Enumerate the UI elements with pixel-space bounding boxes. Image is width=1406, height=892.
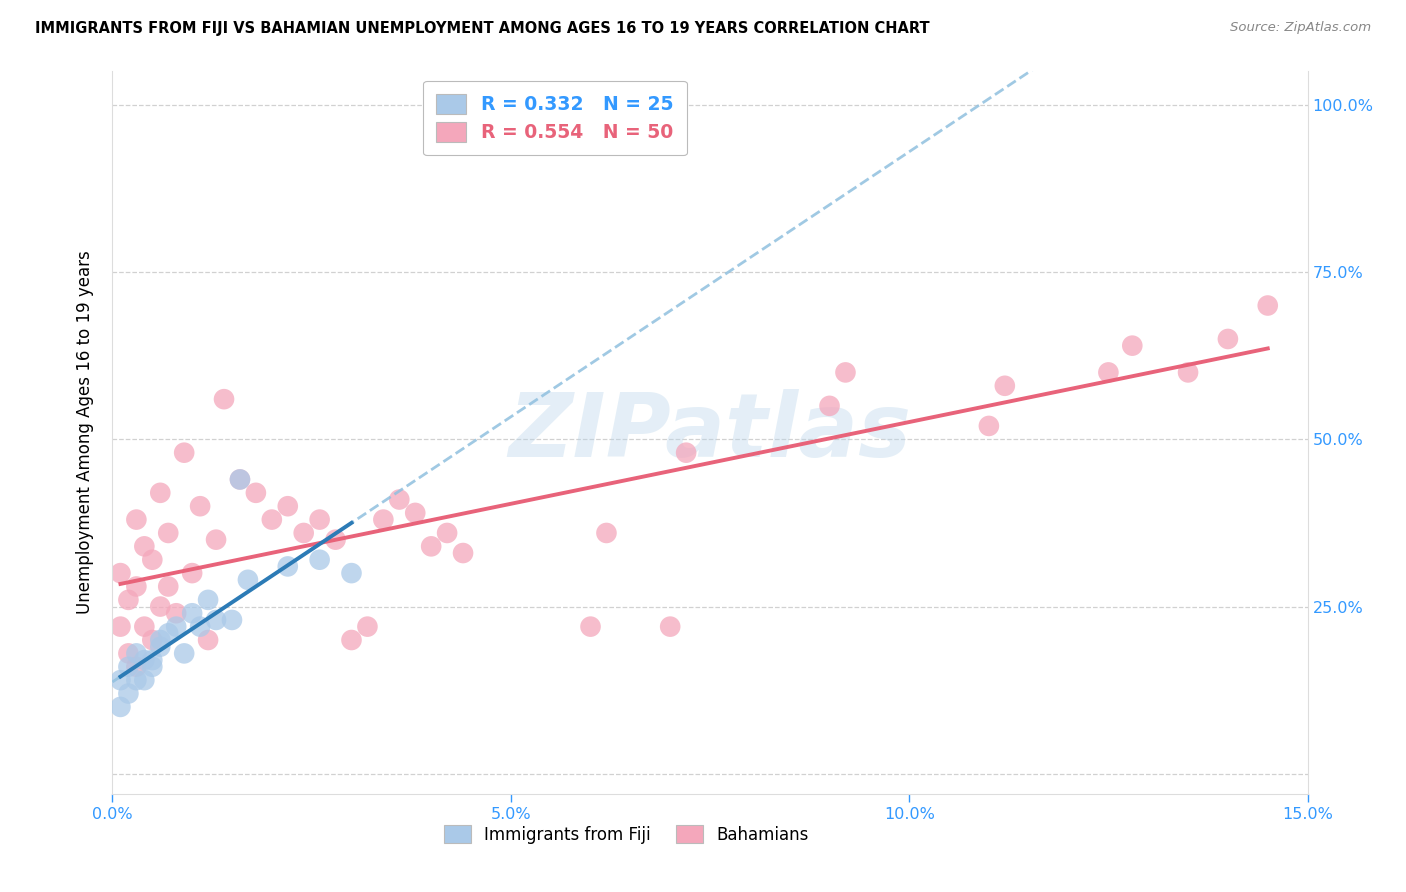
Legend: Immigrants from Fiji, Bahamians: Immigrants from Fiji, Bahamians: [437, 819, 815, 851]
Point: [197, 593, 219, 607]
Point: [436, 526, 458, 541]
Point: [451, 546, 474, 560]
Point: [110, 699, 132, 714]
Point: [277, 559, 299, 574]
Point: [229, 473, 252, 487]
Point: [125, 660, 148, 674]
Point: [373, 512, 395, 526]
Point: [165, 607, 187, 621]
Point: [157, 580, 180, 594]
Y-axis label: Unemployment Among Ages 16 to 19 years: Unemployment Among Ages 16 to 19 years: [76, 251, 94, 615]
Point: [149, 599, 172, 614]
Point: [236, 573, 259, 587]
Point: [308, 553, 330, 567]
Point: [205, 613, 228, 627]
Point: [149, 485, 172, 500]
Point: [117, 593, 139, 607]
Point: [994, 379, 1017, 393]
Point: [173, 646, 195, 660]
Point: [117, 646, 139, 660]
Point: [1097, 366, 1119, 380]
Point: [388, 492, 411, 507]
Point: [245, 485, 267, 500]
Point: [1121, 339, 1143, 353]
Point: [125, 646, 148, 660]
Point: [205, 533, 228, 547]
Point: [977, 419, 1000, 434]
Point: [141, 653, 163, 667]
Point: [340, 566, 363, 581]
Point: [197, 633, 219, 648]
Point: [1257, 299, 1279, 313]
Point: [579, 620, 602, 634]
Text: ZIPatlas: ZIPatlas: [509, 389, 911, 476]
Point: [325, 533, 347, 547]
Point: [125, 673, 148, 688]
Point: [188, 620, 211, 634]
Point: [595, 526, 617, 541]
Point: [173, 446, 195, 460]
Point: [260, 512, 283, 526]
Point: [340, 633, 363, 648]
Point: [1216, 332, 1239, 346]
Point: [277, 500, 299, 514]
Point: [134, 539, 156, 553]
Text: Source: ZipAtlas.com: Source: ZipAtlas.com: [1230, 21, 1371, 34]
Point: [117, 660, 139, 674]
Point: [125, 512, 148, 526]
Point: [117, 687, 139, 701]
Point: [834, 366, 856, 380]
Point: [420, 539, 443, 553]
Text: IMMIGRANTS FROM FIJI VS BAHAMIAN UNEMPLOYMENT AMONG AGES 16 TO 19 YEARS CORRELAT: IMMIGRANTS FROM FIJI VS BAHAMIAN UNEMPLO…: [35, 21, 929, 36]
Point: [141, 660, 163, 674]
Point: [157, 626, 180, 640]
Point: [404, 506, 426, 520]
Point: [141, 633, 163, 648]
Point: [818, 399, 841, 413]
Point: [110, 566, 132, 581]
Point: [134, 620, 156, 634]
Point: [149, 640, 172, 654]
Point: [675, 446, 697, 460]
Point: [221, 613, 243, 627]
Point: [181, 566, 204, 581]
Point: [157, 526, 180, 541]
Point: [212, 392, 235, 407]
Point: [125, 580, 148, 594]
Point: [110, 620, 132, 634]
Point: [188, 500, 211, 514]
Point: [229, 473, 252, 487]
Point: [659, 620, 682, 634]
Point: [356, 620, 378, 634]
Point: [149, 633, 172, 648]
Point: [1177, 366, 1199, 380]
Point: [141, 553, 163, 567]
Point: [181, 607, 204, 621]
Point: [110, 673, 132, 688]
Point: [292, 526, 315, 541]
Point: [308, 512, 330, 526]
Point: [134, 673, 156, 688]
Point: [134, 653, 156, 667]
Point: [165, 620, 187, 634]
